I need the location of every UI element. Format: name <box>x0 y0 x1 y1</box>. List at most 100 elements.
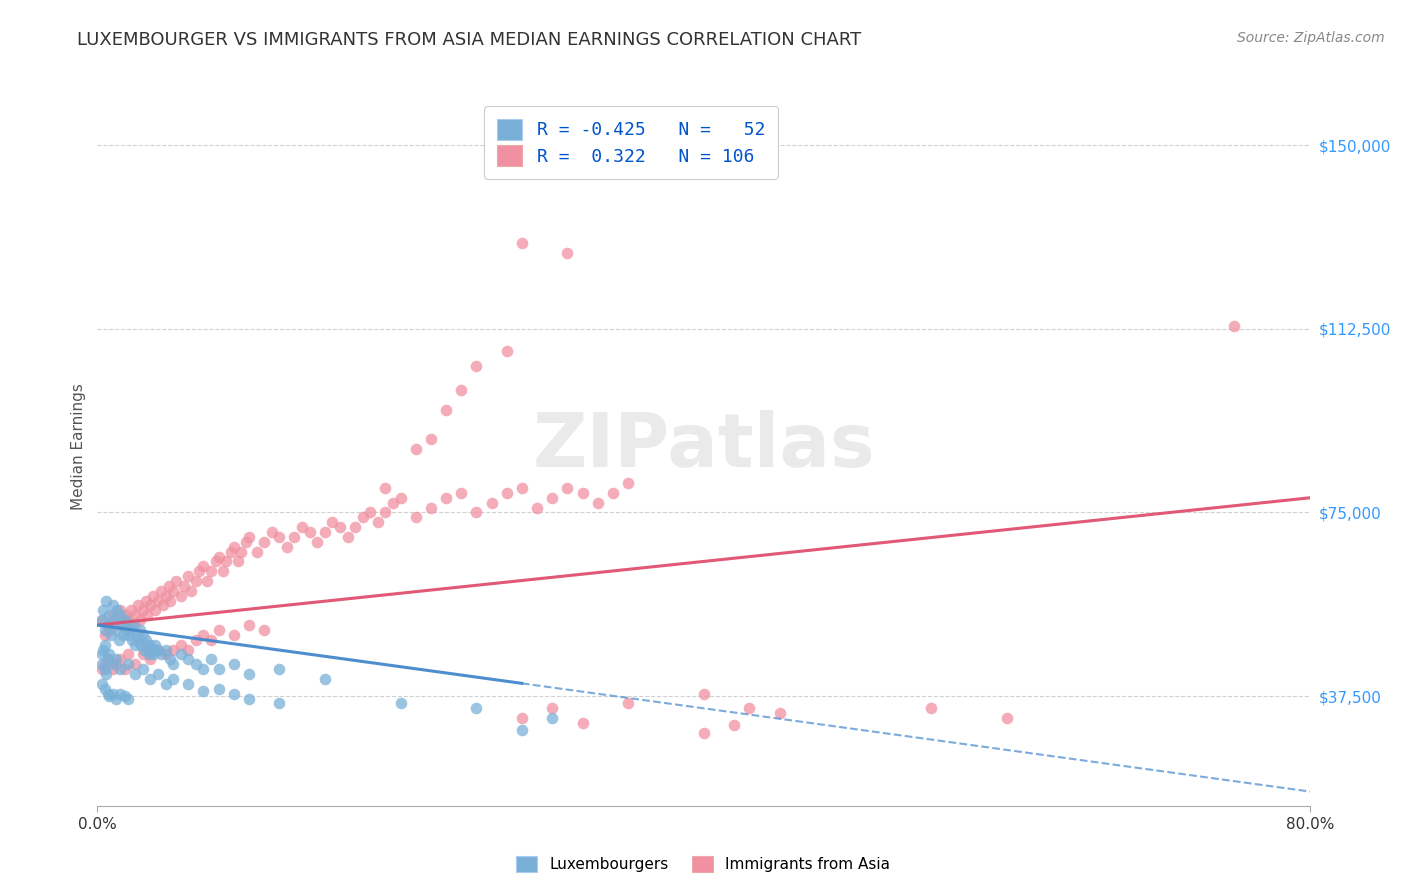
Point <box>97 618 120 632</box>
Point <box>336 530 359 544</box>
Point <box>128 613 150 627</box>
Point <box>90 648 112 662</box>
Text: LUXEMBOURGER VS IMMIGRANTS FROM ASIA MEDIAN EARNINGS CORRELATION CHART: LUXEMBOURGER VS IMMIGRANTS FROM ASIA MED… <box>77 31 862 49</box>
Point <box>114 662 136 676</box>
Point <box>177 642 200 657</box>
Point <box>117 657 139 672</box>
Point <box>208 681 231 696</box>
Point <box>450 383 472 397</box>
Point <box>541 711 564 725</box>
Point <box>104 657 127 672</box>
Point <box>170 648 193 662</box>
Point <box>135 593 157 607</box>
Point <box>602 486 624 500</box>
Point <box>723 718 745 732</box>
Point <box>405 510 427 524</box>
Point <box>112 628 135 642</box>
Point <box>184 574 207 588</box>
Point <box>94 657 117 672</box>
Point <box>359 505 381 519</box>
Point <box>94 628 117 642</box>
Point <box>104 691 127 706</box>
Point <box>586 496 609 510</box>
Point <box>208 623 231 637</box>
Point <box>117 618 139 632</box>
Point <box>184 657 207 672</box>
Point <box>693 687 716 701</box>
Point <box>108 687 131 701</box>
Point <box>146 593 169 607</box>
Point <box>269 662 291 676</box>
Y-axis label: Median Earnings: Median Earnings <box>72 383 86 509</box>
Point <box>162 657 184 672</box>
Point <box>238 530 260 544</box>
Point <box>132 628 155 642</box>
Point <box>541 701 564 715</box>
Point <box>162 583 184 598</box>
Point <box>124 638 146 652</box>
Point <box>152 599 174 613</box>
Point <box>162 642 184 657</box>
Point <box>94 662 117 676</box>
Point <box>177 569 200 583</box>
Point <box>117 691 139 706</box>
Point <box>120 603 142 617</box>
Point <box>120 623 142 637</box>
Point <box>97 618 120 632</box>
Point <box>128 623 150 637</box>
Point <box>98 608 121 623</box>
Point <box>200 652 222 666</box>
Point <box>465 359 488 373</box>
Point <box>105 613 128 627</box>
Point <box>124 608 146 623</box>
Point <box>93 603 115 617</box>
Point <box>121 632 143 647</box>
Point <box>238 667 260 681</box>
Point <box>389 697 412 711</box>
Point <box>117 613 139 627</box>
Point <box>367 515 389 529</box>
Point <box>177 677 200 691</box>
Point <box>101 599 124 613</box>
Point <box>122 618 145 632</box>
Point <box>107 632 129 647</box>
Point <box>557 245 579 260</box>
Point <box>419 432 441 446</box>
Point <box>276 540 298 554</box>
Point <box>118 628 141 642</box>
Point <box>510 711 533 725</box>
Point <box>101 687 124 701</box>
Point <box>382 496 405 510</box>
Point <box>329 520 352 534</box>
Point <box>162 672 184 686</box>
Point <box>141 642 163 657</box>
Point <box>245 544 267 558</box>
Point <box>93 642 115 657</box>
Point <box>96 667 118 681</box>
Point <box>134 642 156 657</box>
Point <box>124 667 146 681</box>
Point <box>121 618 143 632</box>
Point <box>571 716 593 731</box>
Point <box>269 530 291 544</box>
Point <box>235 534 257 549</box>
Point <box>177 652 200 666</box>
Point <box>136 608 159 623</box>
Point <box>97 652 120 666</box>
Point <box>155 648 177 662</box>
Point <box>253 534 276 549</box>
Point <box>693 726 716 740</box>
Point <box>495 486 517 500</box>
Point <box>146 642 169 657</box>
Point <box>94 638 117 652</box>
Point <box>283 530 305 544</box>
Point <box>90 662 112 676</box>
Point <box>231 544 253 558</box>
Point <box>450 486 472 500</box>
Point <box>314 524 336 539</box>
Point <box>212 564 235 578</box>
Point <box>222 687 245 701</box>
Point <box>94 681 117 696</box>
Point <box>108 603 131 617</box>
Point <box>155 589 177 603</box>
